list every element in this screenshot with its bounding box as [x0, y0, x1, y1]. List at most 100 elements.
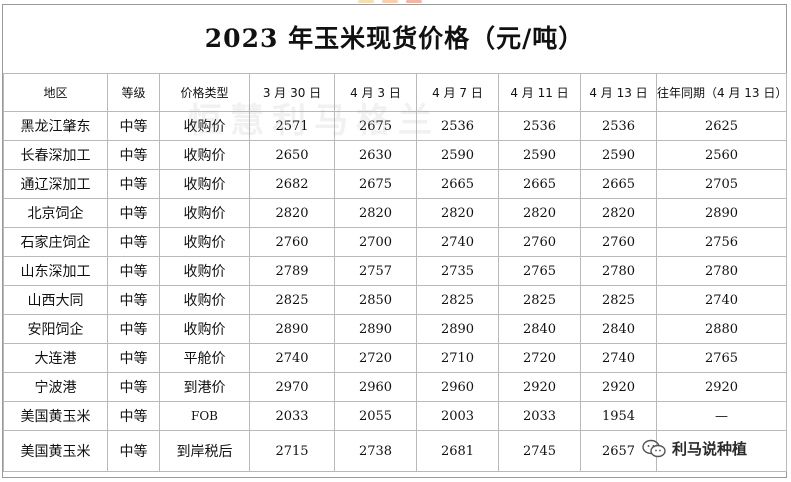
cell-price: 2681 — [416, 430, 499, 472]
cell-price: 2890 — [334, 314, 417, 344]
table-row: 宁波港 中等 到港价 2970 2960 2960 2920 2920 2920 — [3, 372, 787, 402]
cell-prior-year: 2765 — [656, 343, 787, 373]
cell-price: 2665 — [416, 169, 499, 199]
cell-price: 2760 — [249, 227, 335, 257]
cell-price-type: 到港价 — [159, 372, 250, 402]
cell-grade: 中等 — [107, 343, 160, 373]
cell-price: 2820 — [498, 198, 581, 228]
cell-price: 2825 — [498, 285, 581, 315]
cell-price: 2840 — [580, 314, 657, 344]
cell-region: 宁波港 — [3, 372, 108, 402]
cell-region: 山东深加工 — [3, 256, 108, 286]
price-table-frame: 2023 年玉米现货价格（元/吨） 地区 等级 价格类型 3 月 30 日 4 … — [2, 4, 787, 478]
cell-price-type: 到岸税后 — [159, 430, 250, 472]
table-row: 安阳饲企 中等 收购价 2890 2890 2890 2840 2840 2880 — [3, 314, 787, 344]
cell-price: 2033 — [249, 401, 335, 431]
cell-price: 2760 — [498, 227, 581, 257]
cell-price: 1954 — [580, 401, 657, 431]
cell-price: 2820 — [249, 198, 335, 228]
cell-price: 2820 — [416, 198, 499, 228]
cell-prior-year: 2740 — [656, 285, 787, 315]
cell-price: 2760 — [580, 227, 657, 257]
cell-region: 大连港 — [3, 343, 108, 373]
cell-prior-year: 2705 — [656, 169, 787, 199]
table-row: 长春深加工 中等 收购价 2650 2630 2590 2590 2590 2560 — [3, 140, 787, 170]
cell-price-type: 收购价 — [159, 314, 250, 344]
cell-price: 2825 — [580, 285, 657, 315]
table-row: 黑龙江肇东 中等 收购价 2571 2675 2536 2536 2536 2625 — [3, 111, 787, 141]
table-row: 大连港 中等 平舱价 2740 2720 2710 2720 2740 2765 — [3, 343, 787, 373]
cell-price: 2740 — [580, 343, 657, 373]
cell-region: 山西大同 — [3, 285, 108, 315]
cell-grade: 中等 — [107, 401, 160, 431]
cell-region: 黑龙江肇东 — [3, 111, 108, 141]
table-row: 石家庄饲企 中等 收购价 2760 2700 2740 2760 2760 2756 — [3, 227, 787, 257]
cell-price: 2920 — [580, 372, 657, 402]
header-date: 4 月 7 日 — [416, 73, 499, 112]
cell-price: 2970 — [249, 372, 335, 402]
table-row: 山东深加工 中等 收购价 2789 2757 2735 2765 2780 2780 — [3, 256, 787, 286]
cell-price: 2715 — [249, 430, 335, 472]
table-row: 美国黄玉米 中等 FOB 2033 2055 2003 2033 1954— — [3, 401, 787, 431]
cell-price: 2536 — [416, 111, 499, 141]
table-body: 黑龙江肇东 中等 收购价 2571 2675 2536 2536 2536 2625 长春深加工中… — [3, 111, 787, 472]
cell-price: 2700 — [334, 227, 417, 257]
cell-price: 2657 — [580, 430, 657, 472]
cell-region: 通辽深加工 — [3, 169, 108, 199]
cell-prior-year — [656, 430, 787, 472]
cell-price: 2571 — [249, 111, 335, 141]
cell-prior-year: 2780 — [656, 256, 787, 286]
cell-price: 2890 — [416, 314, 499, 344]
cell-price: 2920 — [498, 372, 581, 402]
cell-price: 2789 — [249, 256, 335, 286]
cell-price: 2675 — [334, 111, 417, 141]
cell-price: 2590 — [498, 140, 581, 170]
cell-grade: 中等 — [107, 256, 160, 286]
cell-price: 2665 — [498, 169, 581, 199]
cell-region: 安阳饲企 — [3, 314, 108, 344]
cell-grade: 中等 — [107, 111, 160, 141]
cell-region: 北京饲企 — [3, 198, 108, 228]
cell-price: 2536 — [580, 111, 657, 141]
cell-prior-year: 2880 — [656, 314, 787, 344]
cell-price: 2665 — [580, 169, 657, 199]
cell-prior-year: — — [656, 401, 787, 431]
cell-price: 2757 — [334, 256, 417, 286]
cell-prior-year: 2560 — [656, 140, 787, 170]
cell-price-type: 收购价 — [159, 111, 250, 141]
cell-price: 2536 — [498, 111, 581, 141]
cell-prior-year: 2920 — [656, 372, 787, 402]
cell-price: 2780 — [580, 256, 657, 286]
header-grade: 等级 — [107, 73, 160, 112]
top-decoration — [330, 0, 450, 3]
cell-price: 2650 — [249, 140, 335, 170]
cell-region: 美国黄玉米 — [3, 401, 108, 431]
cell-grade: 中等 — [107, 430, 160, 472]
cell-price-type: 收购价 — [159, 285, 250, 315]
cell-grade: 中等 — [107, 227, 160, 257]
cell-grade: 中等 — [107, 314, 160, 344]
cell-price: 2720 — [498, 343, 581, 373]
price-table: 地区 等级 价格类型 3 月 30 日 4 月 3 日 4 月 7 日 4 月 … — [3, 73, 787, 472]
cell-price: 2825 — [249, 285, 335, 315]
cell-price: 2825 — [416, 285, 499, 315]
cell-prior-year: 2756 — [656, 227, 787, 257]
cell-price-type: 收购价 — [159, 256, 250, 286]
cell-region: 石家庄饲企 — [3, 227, 108, 257]
header-prior-year: 往年同期（4 月 13 日） — [656, 73, 787, 112]
cell-price: 2820 — [334, 198, 417, 228]
cell-price-type: 收购价 — [159, 198, 250, 228]
cell-price: 2850 — [334, 285, 417, 315]
cell-price-type: 收购价 — [159, 227, 250, 257]
table-row: 通辽深加工 中等 收购价 2682 2675 2665 2665 2665 2705 — [3, 169, 787, 199]
header-date: 3 月 30 日 — [249, 73, 335, 112]
cell-prior-year: 2625 — [656, 111, 787, 141]
cell-grade: 中等 — [107, 140, 160, 170]
cell-price: 2960 — [416, 372, 499, 402]
cell-price: 2710 — [416, 343, 499, 373]
cell-grade: 中等 — [107, 285, 160, 315]
cell-region: 美国黄玉米 — [3, 430, 108, 472]
cell-grade: 中等 — [107, 169, 160, 199]
cell-prior-year: 2890 — [656, 198, 787, 228]
cell-price: 2735 — [416, 256, 499, 286]
